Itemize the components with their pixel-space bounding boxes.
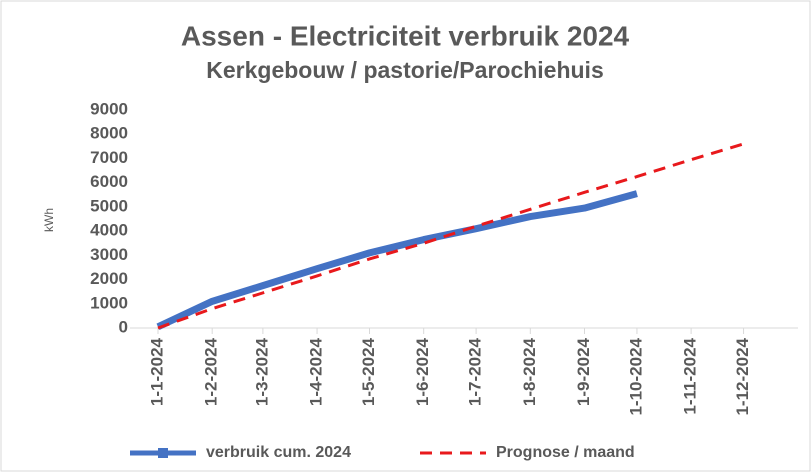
y-tick-label: 7000 [90,148,128,167]
x-tick-label: 1-4-2024 [307,337,326,406]
x-tick-label: 1-11-2024 [681,337,700,414]
x-tick-label: 1-6-2024 [413,337,432,406]
legend-marker [158,448,168,458]
y-tick-label: 0 [119,317,128,336]
y-tick-label: 1000 [90,293,128,312]
y-tick-label: 4000 [90,221,128,240]
y-axis-label: kWh [42,208,56,232]
chart-title: Assen - Electriciteit verbruik 2024 [181,20,630,51]
chart-subtitle: Kerkgebouw / pastorie/Parochiehuis [206,57,604,83]
x-tick-label: 1-8-2024 [520,337,539,406]
x-tick-label: 1-2-2024 [202,337,221,406]
y-tick-label: 5000 [90,196,128,215]
series-line [157,142,744,330]
y-tick-label: 6000 [90,172,128,191]
x-tick-label: 1-9-2024 [574,337,593,406]
x-tick-label: 1-12-2024 [733,337,752,415]
y-tick-label: 2000 [90,269,128,288]
y-tick-label: 3000 [90,245,128,264]
legend-label: Prognose / maand [496,444,635,461]
y-tick-label: 9000 [90,99,128,118]
y-tick-label: 8000 [90,124,128,143]
legend-label: verbruik cum. 2024 [206,444,351,461]
series-line [156,190,638,330]
x-tick-label: 1-10-2024 [626,337,645,415]
x-tick-label: 1-1-2024 [147,337,166,406]
x-tick-label: 1-5-2024 [359,337,378,406]
x-tick-label: 1-3-2024 [252,337,271,406]
x-tick-label: 1-7-2024 [466,337,485,406]
